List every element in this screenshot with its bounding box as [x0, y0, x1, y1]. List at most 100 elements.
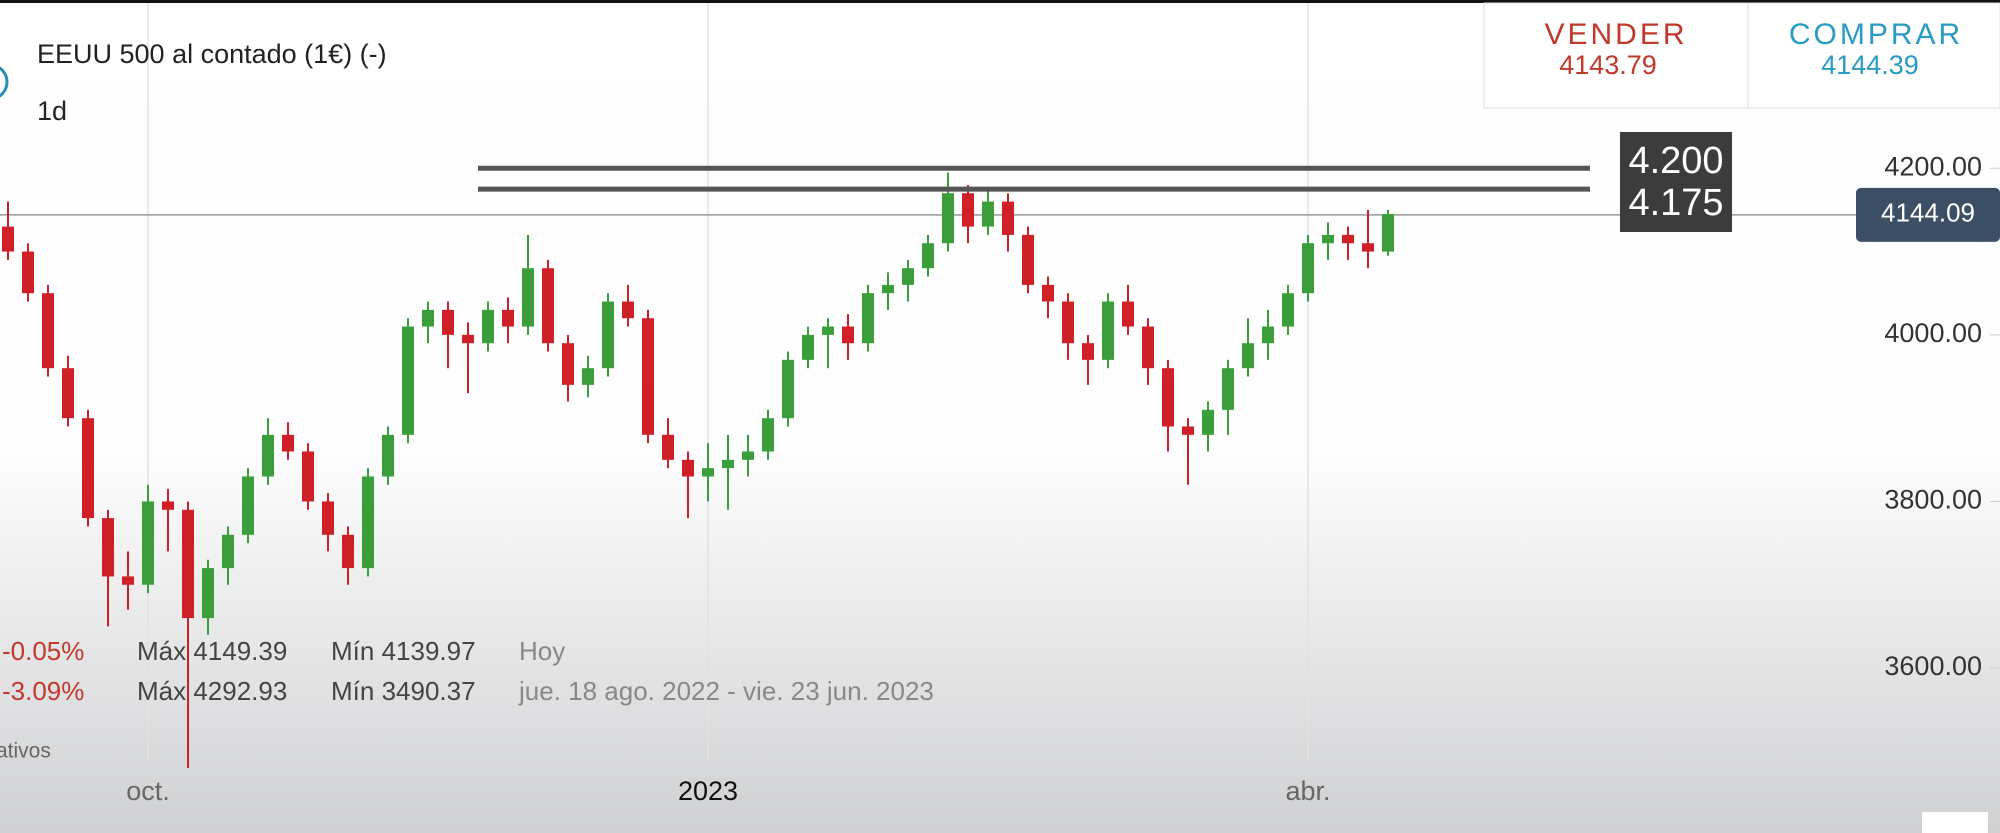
candle-body: [1062, 301, 1074, 344]
plot: oct. 2023 abr. 4200.00 4000.00 3800.00 3600.00…: [0, 3, 2000, 806]
candle-body: [282, 434, 294, 452]
candle-body: [102, 518, 114, 577]
candle-body: [1322, 234, 1334, 244]
candle-body: [862, 293, 874, 344]
candle-body: [262, 434, 274, 477]
y-tick-label: 4000.00: [1884, 318, 1982, 348]
candle-body: [722, 459, 734, 469]
candle-body: [562, 343, 574, 385]
instrument-title: EEUU 500 al contado (1€) (-): [37, 39, 387, 69]
level-label-box: [1620, 132, 1732, 232]
candle-body: [42, 293, 54, 369]
candle-body: [22, 251, 34, 294]
candle-body: [182, 509, 194, 619]
symbol-icon: [0, 66, 9, 98]
candle-body: [1102, 301, 1114, 360]
buy-button[interactable]: [1747, 2, 2000, 109]
candle-body: [1082, 343, 1094, 360]
candle-body: [662, 434, 674, 460]
y-tick-label: 3800.00: [1884, 485, 1982, 515]
candle-body: [962, 193, 974, 227]
candle-body: [342, 534, 354, 569]
candle-body: [742, 451, 754, 460]
candle-body: [522, 268, 534, 327]
level-label: 4.175: [1628, 182, 1723, 224]
candle-body: [542, 268, 554, 344]
candle-body: [882, 284, 894, 294]
candle-body: [242, 476, 254, 535]
max: Máx 4149.39: [137, 636, 287, 666]
candle-body: [702, 468, 714, 477]
x-tick-label: oct.: [126, 776, 170, 806]
candle-body: [62, 368, 74, 419]
candle-body: [802, 334, 814, 360]
change: -0.05%: [2, 636, 84, 666]
candle-body: [1182, 426, 1194, 435]
y-tick-label: 3600.00: [1884, 651, 1982, 681]
candle-body: [442, 309, 454, 335]
candle-body: [202, 568, 214, 619]
candle-body: [1282, 293, 1294, 327]
candle-body: [1222, 368, 1234, 410]
candle-body: [842, 326, 854, 344]
last-price-box: [1856, 187, 2000, 242]
candle-body: [1022, 234, 1034, 285]
top-border: [0, 0, 2000, 3]
candle-body: [1202, 409, 1214, 435]
footnote: ativos: [0, 740, 51, 763]
sell-label: VENDER: [1544, 18, 1687, 51]
candle-body: [322, 501, 334, 535]
candle-body: [382, 434, 394, 477]
candle-body: [162, 501, 174, 510]
candle-body: [1342, 234, 1354, 244]
candle-body: [2, 226, 14, 252]
candle-body: [122, 576, 134, 585]
period: Hoy: [519, 636, 565, 666]
candle-body: [1382, 214, 1394, 252]
corner-button[interactable]: [1922, 812, 1988, 833]
candle-body: [462, 334, 474, 344]
candle-body: [642, 318, 654, 435]
candle-body: [1162, 368, 1174, 427]
candle-body: [1242, 343, 1254, 369]
last-price-label: 4144.09: [1881, 198, 1975, 228]
candle-body: [222, 534, 234, 569]
candle-body: [682, 459, 694, 477]
candle-body: [1122, 301, 1134, 327]
candle-body: [302, 451, 314, 502]
y-tick-label: 4200.00: [1884, 151, 1982, 181]
candle-body: [1302, 243, 1314, 294]
candle-body: [782, 359, 794, 419]
candle-body: [362, 476, 374, 569]
candle-body: [502, 309, 514, 327]
candle-body: [1262, 326, 1274, 344]
candle-body: [1042, 284, 1054, 302]
candle-body: [142, 501, 154, 585]
interval: 1d: [37, 96, 67, 126]
quote-panel: VENDER 4143.79 COMPRAR 4144.39: [1483, 2, 2000, 109]
sell-price: 4143.79: [1559, 50, 1657, 80]
candle-body: [422, 309, 434, 327]
candle-body: [402, 326, 414, 435]
min: Mín 4139.97: [331, 636, 476, 666]
period: jue. 18 ago. 2022 - vie. 23 jun. 2023: [518, 676, 934, 706]
candle-body: [1362, 243, 1374, 252]
candle-body: [922, 243, 934, 269]
sell-button[interactable]: [1483, 2, 1749, 109]
candle-body: [1142, 326, 1154, 369]
x-tick-label: abr.: [1285, 776, 1330, 806]
candle-body: [602, 301, 614, 369]
candle-body: [622, 301, 634, 319]
min: Mín 3490.37: [331, 676, 476, 706]
stats: -0.05% Máx 4149.39 Mín 4139.97 Hoy -3.09…: [0, 636, 934, 763]
candle-body: [762, 418, 774, 452]
buy-label: COMPRAR: [1789, 18, 1963, 51]
x-tick-label: 2023: [678, 776, 738, 806]
change: -3.09%: [2, 676, 84, 706]
candle-body: [942, 193, 954, 244]
max: Máx 4292.93: [137, 676, 287, 706]
candle-body: [902, 268, 914, 285]
